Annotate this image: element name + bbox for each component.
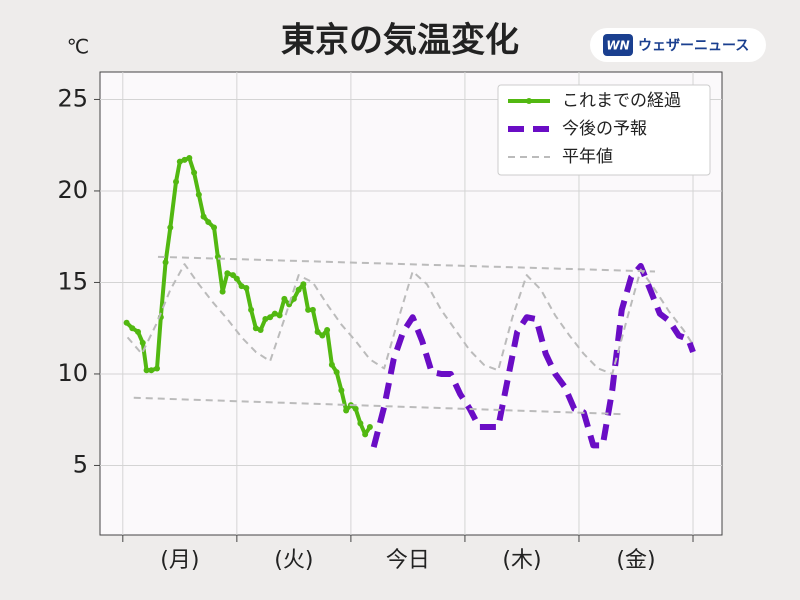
- point: [195, 191, 202, 198]
- series-line: [125, 156, 372, 437]
- point: [333, 369, 340, 376]
- y-tick-label: 20: [57, 176, 88, 204]
- chart-title: 東京の気温変化: [281, 21, 519, 61]
- point: [362, 431, 369, 438]
- point: [129, 325, 136, 332]
- point: [309, 306, 316, 313]
- series-line: [370, 262, 696, 449]
- point: [230, 272, 237, 279]
- point: [252, 325, 259, 332]
- point: [366, 424, 373, 431]
- point: [271, 310, 278, 317]
- point: [243, 284, 250, 291]
- logo-badge: [590, 28, 766, 62]
- point: [324, 327, 331, 334]
- legend-label: 今後の予報: [562, 119, 647, 139]
- point: [219, 288, 226, 295]
- point: [328, 361, 335, 368]
- brand-logo: WN ウェザーニュース: [590, 28, 766, 62]
- point: [176, 158, 183, 165]
- y-tick-label: 5: [73, 450, 88, 478]
- point: [205, 219, 212, 226]
- point: [314, 328, 321, 335]
- logo-text: ウェザーニュース: [638, 38, 749, 54]
- logo-mark: WN: [606, 39, 629, 53]
- point: [338, 387, 345, 394]
- point: [238, 283, 245, 290]
- point: [319, 332, 326, 339]
- point: [123, 319, 130, 326]
- point: [186, 155, 193, 162]
- x-tick-label: (月): [160, 548, 199, 573]
- point: [191, 169, 198, 176]
- point: [211, 224, 218, 231]
- point: [262, 316, 269, 323]
- point: [135, 328, 142, 335]
- y-unit: ℃: [67, 35, 89, 59]
- legend-box: [497, 84, 711, 176]
- point: [154, 365, 161, 372]
- point: [200, 213, 207, 220]
- point: [295, 286, 302, 293]
- point: [173, 178, 180, 185]
- point: [281, 295, 288, 302]
- point: [267, 314, 274, 321]
- series-line: [126, 255, 694, 416]
- point: [343, 407, 350, 414]
- point: [305, 306, 312, 313]
- y-tick-label: 10: [57, 359, 88, 387]
- point: [257, 327, 264, 334]
- point: [224, 270, 231, 277]
- point: [148, 367, 155, 374]
- x-tick-label: (金): [616, 548, 655, 573]
- point: [167, 224, 174, 231]
- point: [143, 367, 150, 374]
- point: [300, 281, 307, 288]
- point: [181, 156, 188, 163]
- x-tick-label: (火): [274, 548, 313, 573]
- point: [352, 405, 359, 412]
- y-tick-label: 15: [57, 267, 88, 295]
- point: [357, 420, 364, 427]
- legend-marker: [526, 98, 532, 104]
- point: [139, 339, 146, 346]
- y-tick-label: 25: [57, 84, 88, 112]
- x-tick-label: 今日: [386, 548, 430, 573]
- point: [276, 312, 283, 319]
- point: [248, 306, 255, 313]
- logo-box: [603, 34, 633, 56]
- legend-label: これまでの経過: [562, 91, 681, 111]
- point: [233, 275, 240, 282]
- x-tick-label: (木): [502, 548, 541, 573]
- legend-label: 平年値: [562, 147, 613, 167]
- point: [162, 259, 169, 266]
